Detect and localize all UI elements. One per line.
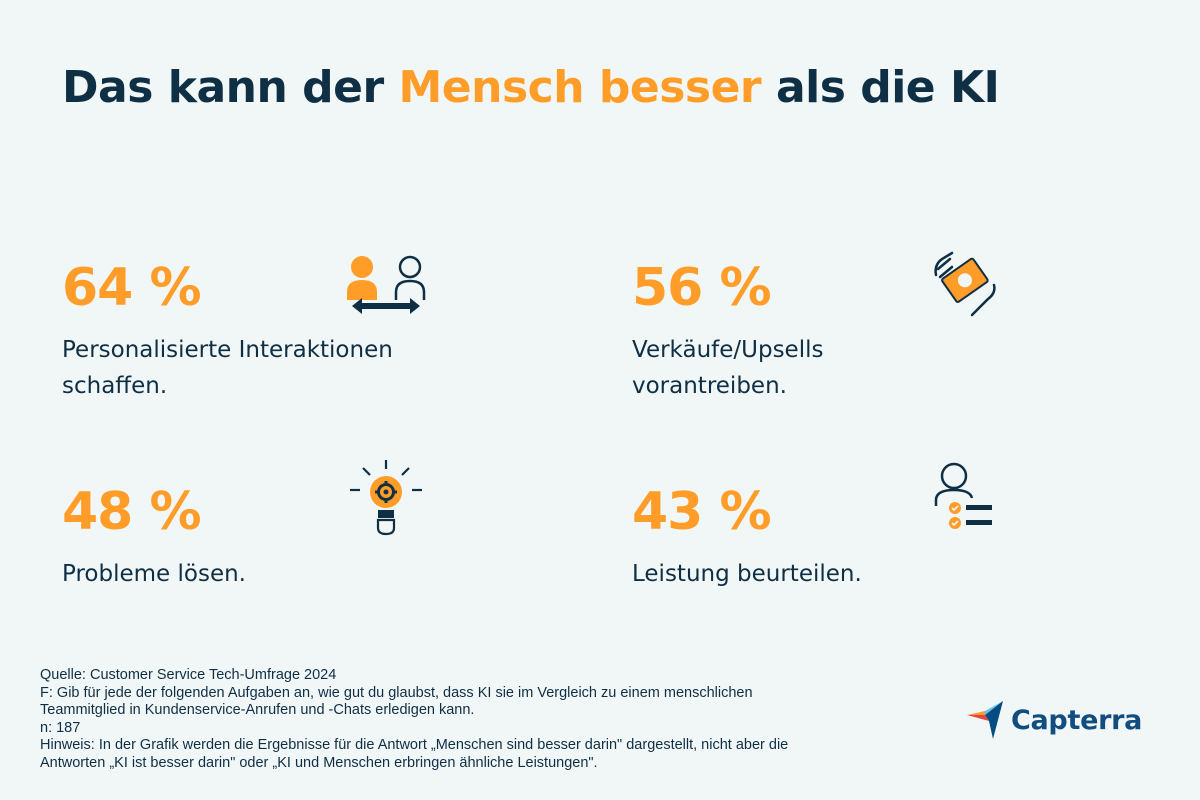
source-line: Hinweis: In der Grafik werden die Ergebn… [40,737,789,753]
stat-personalized-interactions: 64 % Personalisierte Interaktionen schaf… [62,262,393,404]
stat-description: Personalisierte Interaktionen schaffen. [62,332,393,404]
capterra-logo: Capterra [965,699,1142,741]
source-notes: Quelle: Customer Service Tech-Umfrage 20… [40,667,940,772]
stat-performance-evaluation: 43 % Leistung beurteilen. [632,486,862,592]
stat-description: Probleme lösen. [62,556,246,592]
stat-value: 43 % [632,482,772,542]
stat-description-line: vorantreiben. [632,373,787,399]
stat-description-line: schaffen. [62,373,168,399]
stat-description-line: Leistung beurteilen. [632,561,862,587]
title-part-1: Das kann der [62,62,399,113]
stat-description: Verkäufe/Upsells vorantreiben. [632,332,823,404]
source-line: Teammitglied in Kundenservice-Anrufen un… [40,702,475,718]
stat-problem-solving: 48 % Probleme lösen. [62,486,246,592]
stat-sales-upsells: 56 % Verkäufe/Upsells vorantreiben. [632,262,823,404]
lightbulb-gear-icon [348,458,424,542]
stat-description: Leistung beurteilen. [632,556,862,592]
stat-value: 48 % [62,482,202,542]
stat-value: 64 % [62,258,202,318]
people-exchange-icon [344,250,428,320]
capterra-logo-icon [967,701,1003,739]
source-line: F: Gib für jede der folgenden Aufgaben a… [40,684,753,701]
stat-description-line: Probleme lösen. [62,561,246,587]
source-line: Antworten „KI ist besser darin" oder „KI… [40,754,598,771]
source-line: n: 187 [40,719,81,736]
stat-value: 56 % [632,258,772,318]
person-checklist-icon [932,460,1002,538]
capterra-logo-text: Capterra [1011,704,1143,736]
hand-money-icon [928,245,1004,325]
source-line: Quelle: Customer Service Tech-Umfrage 20… [40,667,337,683]
page-title: Das kann der Mensch besser als die KI [62,62,1000,113]
stat-description-line: Personalisierte Interaktionen [62,337,393,363]
title-part-2: als die KI [761,62,1000,113]
stat-description-line: Verkäufe/Upsells [632,337,824,363]
title-highlight: Mensch besser [398,62,762,113]
